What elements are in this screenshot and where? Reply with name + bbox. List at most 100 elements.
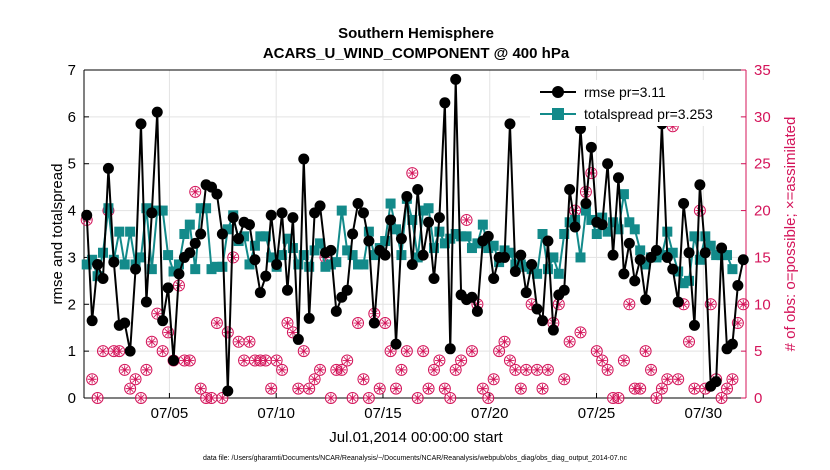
possible-obs-marker (476, 382, 489, 395)
assimilated-obs-marker (223, 327, 233, 337)
assimilated-obs-marker (358, 374, 368, 384)
assimilated-obs-marker (131, 374, 141, 384)
assimilated-obs-marker (505, 356, 515, 366)
totalspread-marker (97, 247, 108, 258)
possible-obs-marker (585, 167, 598, 180)
possible-obs-marker (194, 382, 207, 395)
assimilated-obs-marker (196, 384, 206, 394)
assimilated-obs-marker (353, 318, 363, 328)
possible-obs-marker (449, 363, 462, 376)
rmse-marker (716, 242, 728, 254)
totalspread-marker (206, 264, 217, 275)
rmse-marker (509, 265, 521, 277)
possible-obs-marker (726, 373, 739, 386)
totalspread-marker (87, 254, 98, 265)
totalspread-marker (244, 259, 255, 270)
totalspread-marker (602, 226, 613, 237)
rmse-marker (86, 315, 98, 327)
possible-obs-marker (541, 363, 554, 376)
totalspread-marker (428, 243, 439, 254)
rmse-marker (520, 287, 532, 299)
possible-obs-marker (482, 392, 495, 404)
possible-obs-marker (265, 382, 278, 395)
totalspread-marker (369, 250, 380, 261)
totalspread-marker (640, 259, 651, 270)
rmse-marker (444, 343, 456, 355)
rmse-marker (623, 237, 635, 249)
assimilated-obs-marker (440, 384, 450, 394)
totalspread-marker (168, 266, 179, 277)
assimilated-obs-marker (185, 356, 195, 366)
rmse-marker (688, 319, 700, 331)
assimilated-obs-marker (136, 393, 146, 403)
assimilated-obs-marker (380, 318, 390, 328)
rmse-marker (661, 251, 673, 263)
totalspread-marker (282, 233, 293, 244)
possible-obs-marker (162, 326, 175, 339)
assimilated-obs-marker (163, 327, 173, 337)
rmse-marker (135, 118, 147, 130)
rmse-marker (499, 251, 511, 263)
assimilated-obs-marker (641, 346, 651, 356)
possible-obs-marker (731, 317, 744, 330)
assimilated-obs-marker (500, 337, 510, 347)
rmse-marker (265, 209, 277, 221)
assimilated-obs-marker (87, 374, 97, 384)
assimilated-obs-marker (326, 393, 336, 403)
possible-obs-marker (655, 382, 668, 395)
possible-obs-marker (341, 354, 354, 367)
possible-obs-marker (118, 363, 131, 376)
legend: rmse pr=3.11 totalspread pr=3.253 (530, 80, 740, 126)
possible-obs-marker (596, 354, 609, 367)
totalspread-marker (190, 264, 201, 275)
possible-obs-marker (438, 382, 451, 395)
rmse-marker (341, 284, 353, 296)
assimilated-obs-marker (212, 318, 222, 328)
possible-obs-marker (134, 392, 147, 404)
rmse-marker (423, 216, 435, 228)
rmse-marker (395, 233, 407, 245)
possible-obs-marker (574, 326, 587, 339)
totalspread-marker (114, 226, 125, 237)
totalspread-marker (722, 250, 733, 261)
possible-obs-marker (737, 298, 750, 311)
rmse-marker (216, 228, 228, 240)
totalspread-marker (542, 264, 553, 275)
assimilated-obs-marker (293, 384, 303, 394)
assimilated-obs-marker (483, 393, 493, 403)
rmse-marker (124, 345, 136, 357)
possible-obs-marker (210, 317, 223, 330)
assimilated-obs-marker (586, 168, 596, 178)
assimilated-obs-marker (456, 356, 466, 366)
totalspread-marker (331, 257, 342, 268)
assimilated-obs-marker (689, 384, 699, 394)
assimilated-obs-marker (207, 393, 217, 403)
tick-labels: 07/05 07/10 07/15 07/20 07/25 07/30 0 1 2 3 4 5 6 7 0 5… (68, 62, 771, 422)
possible-obs-marker (357, 373, 370, 386)
totalspread-marker (119, 259, 130, 270)
y-tick-label-left: 3 (68, 249, 76, 266)
y-tick-label-left: 7 (68, 62, 76, 79)
y-tick-label-right: 20 (754, 203, 771, 220)
y-tick-label-left: 1 (68, 343, 76, 360)
possible-obs-marker (221, 326, 234, 339)
assimilated-obs-marker (282, 318, 292, 328)
assimilated-obs-marker (310, 374, 320, 384)
totalspread-marker (135, 252, 146, 263)
rmse-marker (569, 221, 581, 233)
assimilated-obs-marker (603, 365, 613, 375)
totalspread-marker (423, 203, 434, 214)
totalspread-marker (179, 229, 190, 239)
assimilated-obs-marker (619, 356, 629, 366)
assimilated-obs-marker (147, 337, 157, 347)
possible-obs-marker (124, 382, 137, 395)
rmse-marker (173, 268, 185, 280)
assimilated-obs-marker (565, 337, 575, 347)
y-tick-label-left: 6 (68, 109, 76, 126)
rmse-marker (151, 106, 163, 118)
rmse-marker (650, 244, 662, 256)
assimilated-obs-marker (272, 356, 282, 366)
totalspread-marker (515, 259, 526, 270)
totalspread-marker (157, 205, 168, 216)
